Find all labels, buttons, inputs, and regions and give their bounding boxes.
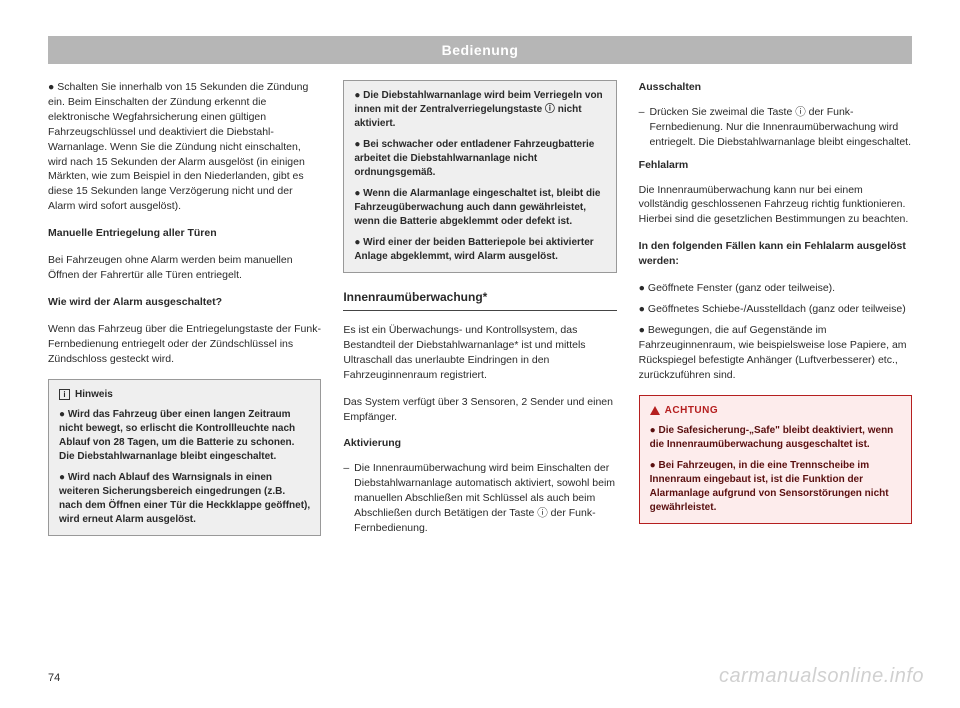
note-title-text: Hinweis — [75, 388, 113, 402]
column-2: ● Die Diebstahlwarnanlage wird beim Verr… — [343, 80, 616, 548]
warning-title: ACHTUNG — [650, 404, 901, 418]
warning-bullet: ● Bei Fahrzeugen, in die eine Trennschei… — [650, 459, 901, 515]
list-dash: – — [343, 461, 349, 536]
note-box-continued: ● Die Diebstahlwarnanlage wird beim Verr… — [343, 80, 616, 273]
content-columns: ● Schalten Sie innerhalb von 15 Sekunden… — [48, 80, 912, 548]
column-3: Ausschalten – Drücken Sie zweimal die Ta… — [639, 80, 912, 548]
page-number: 74 — [48, 672, 60, 684]
list-item: – Drücken Sie zweimal die Taste ⓘ der Fu… — [639, 105, 912, 150]
manual-page: Bedienung ● Schalten Sie innerhalb von 1… — [0, 0, 960, 708]
paragraph: Bei Fahrzeugen ohne Alarm werden beim ma… — [48, 253, 321, 283]
subheading: Wie wird der Alarm ausgeschaltet? — [48, 295, 321, 310]
subheading: Ausschalten — [639, 80, 912, 95]
info-icon: i — [59, 389, 70, 400]
paragraph: Das System verfügt über 3 Sensoren, 2 Se… — [343, 395, 616, 425]
subheading: Manuelle Entriegelung aller Türen — [48, 226, 321, 241]
note-bullet: ● Bei schwacher oder entladener Fahrzeug… — [354, 138, 605, 180]
section-heading: Innenraumüberwachung* — [343, 285, 616, 311]
warning-box: ACHTUNG ● Die Safesicherung-„Safe" bleib… — [639, 395, 912, 524]
bullet-item: ● Geöffnetes Schiebe-/Ausstelldach (ganz… — [639, 302, 912, 317]
paragraph: Es ist ein Überwachungs- und Kontrollsys… — [343, 323, 616, 383]
paragraph: Die Innenraumüberwachung kann nur bei ei… — [639, 183, 912, 228]
watermark: carmanualsonline.info — [719, 665, 924, 688]
warning-icon — [650, 406, 660, 415]
list-text: Die Innenraumüberwachung wird beim Einsc… — [354, 461, 616, 536]
column-1: ● Schalten Sie innerhalb von 15 Sekunden… — [48, 80, 321, 548]
warning-title-text: ACHTUNG — [665, 404, 719, 418]
note-bullet: ● Die Diebstahlwarnanlage wird beim Verr… — [354, 89, 605, 131]
note-bullet: ● Wird einer der beiden Batteriepole bei… — [354, 236, 605, 264]
subheading: Fehlalarm — [639, 158, 912, 173]
note-bullet: ● Wird das Fahrzeug über einen langen Ze… — [59, 408, 310, 464]
page-header: Bedienung — [48, 36, 912, 64]
paragraph: ● Schalten Sie innerhalb von 15 Sekunden… — [48, 80, 321, 214]
note-box: i Hinweis ● Wird das Fahrzeug über einen… — [48, 379, 321, 536]
note-bullet: ● Wenn die Alarmanlage eingeschaltet ist… — [354, 187, 605, 229]
list-item: – Die Innenraumüberwachung wird beim Ein… — [343, 461, 616, 536]
subheading: Aktivierung — [343, 436, 616, 451]
header-title: Bedienung — [442, 42, 519, 58]
paragraph: Wenn das Fahrzeug über die Entriegelungs… — [48, 322, 321, 367]
bullet-item: ● Geöffnete Fenster (ganz oder teilweise… — [639, 281, 912, 296]
list-dash: – — [639, 105, 645, 150]
note-title: i Hinweis — [59, 388, 310, 402]
note-bullet: ● Wird nach Ablauf des Warnsignals in ei… — [59, 471, 310, 527]
subheading: In den folgenden Fällen kann ein Fehlala… — [639, 239, 912, 269]
list-text: Drücken Sie zweimal die Taste ⓘ der Funk… — [650, 105, 912, 150]
bullet-item: ● Bewegungen, die auf Gegenstände im Fah… — [639, 323, 912, 383]
warning-bullet: ● Die Safesicherung-„Safe" bleibt deakti… — [650, 424, 901, 452]
